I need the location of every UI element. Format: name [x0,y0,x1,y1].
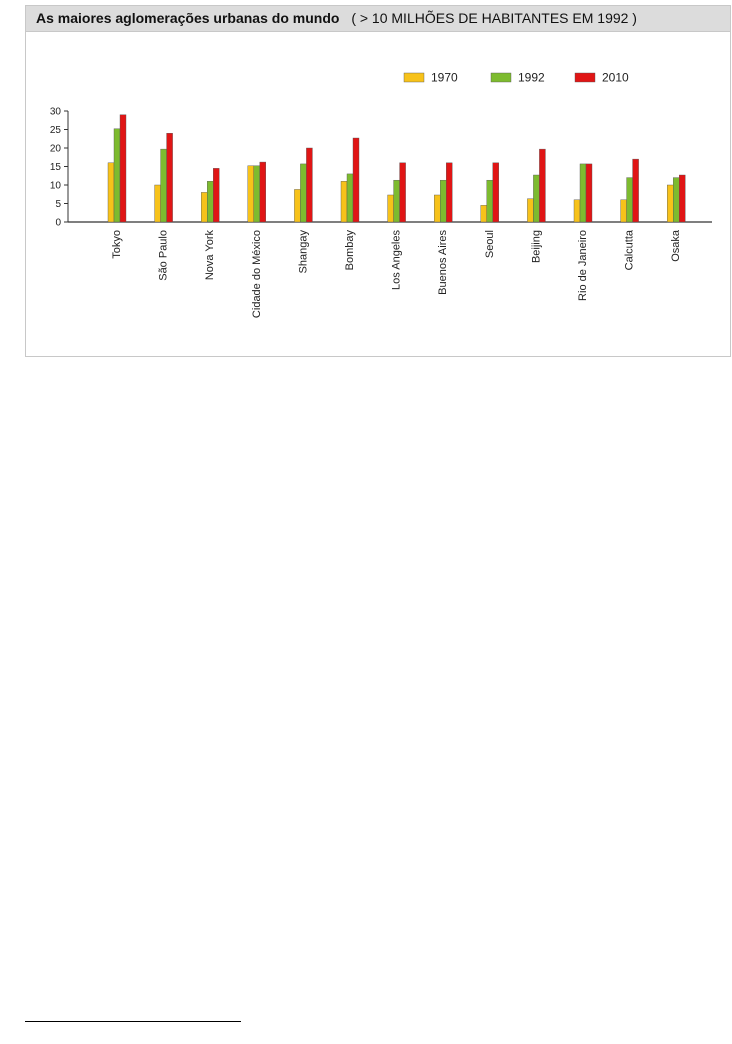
bar-2010 [632,158,639,223]
bar-1970 [573,199,581,223]
bar-chart: 0 5 10 15 20 25 30 Tokyo São Paulo Nova York Cidad… [50,71,712,318]
legend-label-1970: 1970 [431,71,458,85]
bar-2010 [539,148,546,223]
bar-1970 [480,205,487,223]
legend-swatch-1970 [403,72,425,83]
chart-title: As maiores aglomerações urbanas do mundo [36,10,340,26]
bar-1992 [206,181,214,223]
bar-1970 [107,162,115,223]
chart-subtitle: ( > 10 MILHÕES DE HABITANTES EM 1992 ) [351,10,637,26]
bar-1992 [440,179,447,223]
y-tick-label: 30 [50,107,62,118]
category-label: Beijing [530,230,542,263]
category-label: Osaka [670,229,682,262]
bar-1970 [154,184,161,223]
bar-1970 [620,199,627,223]
bar-1992 [253,165,261,223]
bar-1970 [434,194,441,223]
bar-1992 [160,148,167,223]
category-label: Buenos Aires [437,230,449,295]
category-label: Rio de Janeiro [577,230,589,301]
bar-2010 [446,162,453,223]
category-label: Cidade do México [251,230,263,318]
bar-1992 [533,174,540,223]
bar-1992 [113,128,121,223]
bar-1970 [200,192,208,223]
bar-2010 [585,163,593,223]
bar-2010 [679,174,686,223]
category-label: Los Angeles [391,230,403,290]
y-tick-label: 25 [50,125,62,136]
y-tick-label: 5 [55,199,61,210]
bar-2010 [352,137,360,223]
bar-2010 [399,162,406,223]
category-label: Seoul [484,230,496,258]
chart-title-bar: As maiores aglomerações urbanas do mundo… [26,6,730,32]
bar-1992 [673,177,680,223]
y-tick-label: 0 [55,218,61,229]
bar-1970 [387,194,394,223]
legend-label-2010: 2010 [602,71,629,85]
category-label: Tokyo [111,230,123,259]
y-tick-label: 20 [50,144,62,155]
bar-2010 [306,147,313,223]
y-tick-label: 15 [50,162,62,173]
bar-2010 [166,132,173,223]
category-label: Calcutta [624,229,636,270]
y-tick-label: 10 [50,181,62,192]
bar-1992 [393,179,400,223]
legend-label-1992: 1992 [518,71,545,85]
bar-1970 [527,198,534,223]
bar-2010 [119,114,127,223]
bar-2010 [212,168,220,223]
legend-swatch-2010 [574,72,596,83]
bar-1992 [626,177,633,223]
category-label: Nova York [204,230,216,281]
category-label: Shangay [297,230,309,274]
chart-container: As maiores aglomerações urbanas do mundo… [25,5,731,357]
bar-1970 [340,181,348,223]
bar-1992 [300,163,307,223]
category-label: Bombay [344,230,356,271]
footnote-separator [25,1021,241,1022]
bar-2010 [492,162,499,223]
legend-swatch-1992 [490,72,512,83]
bar-2010 [259,161,267,223]
bar-1992 [486,179,493,223]
bar-1970 [294,189,301,223]
bar-1992 [346,173,354,223]
bar-1970 [667,184,674,223]
bar-1970 [247,165,255,223]
bar-1992 [579,163,587,223]
category-label: São Paulo [158,230,170,281]
